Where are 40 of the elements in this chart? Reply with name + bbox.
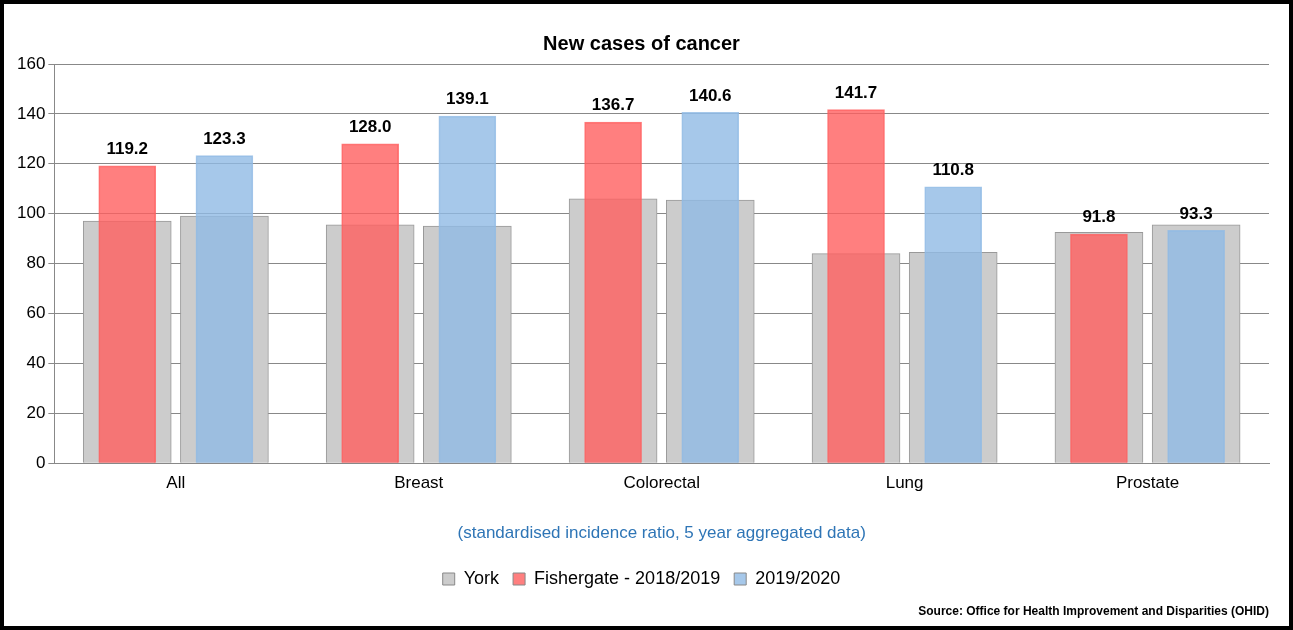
data-label: 128.0 [348, 117, 392, 137]
legend-label: Fishergate - 2018/2019 [534, 567, 721, 588]
chart-title: New cases of cancer [543, 31, 741, 54]
bar [827, 109, 885, 463]
bar [584, 121, 642, 463]
y-tick-label: 100 [16, 203, 46, 223]
data-label: 91.8 [1082, 207, 1116, 227]
source-note: Source: Office for Health Improvement and Disparities (OHID) [918, 604, 1269, 619]
x-tick-label: All [166, 473, 186, 493]
bar [341, 143, 399, 463]
y-tick-label: 120 [16, 153, 46, 173]
y-tick-label: 40 [26, 353, 46, 373]
y-tick-label: 160 [16, 53, 46, 73]
data-label: 119.2 [106, 138, 149, 158]
legend-label: 2019/2020 [755, 567, 841, 588]
data-label: 140.6 [688, 85, 732, 105]
bar [1167, 230, 1225, 463]
y-tick-label: 140 [16, 103, 46, 123]
data-label: 139.1 [446, 89, 489, 109]
legend-label: York [463, 567, 501, 588]
x-tick-label: Lung [885, 473, 924, 493]
y-tick-label: 20 [26, 402, 46, 422]
bar [98, 165, 157, 463]
data-label: 141.7 [834, 82, 878, 102]
y-tick-label: 80 [26, 253, 46, 273]
x-axis-title: (standardised incidence ratio, 5 year aggregated data) [457, 523, 866, 543]
bar [195, 155, 254, 463]
x-tick-label: Breast [394, 473, 444, 493]
bar [1070, 233, 1128, 463]
bar [681, 112, 740, 463]
bar [438, 115, 497, 463]
data-label: 110.8 [932, 159, 974, 179]
data-label: 93.3 [1179, 203, 1213, 223]
bar [924, 186, 983, 463]
data-label: 123.3 [203, 128, 246, 148]
y-tick-label: 60 [26, 303, 46, 323]
x-tick-label: Colorectal [623, 473, 700, 493]
data-label: 136.7 [591, 95, 635, 115]
x-tick-label: Prostate [1115, 473, 1180, 493]
y-tick-label: 0 [35, 452, 46, 472]
